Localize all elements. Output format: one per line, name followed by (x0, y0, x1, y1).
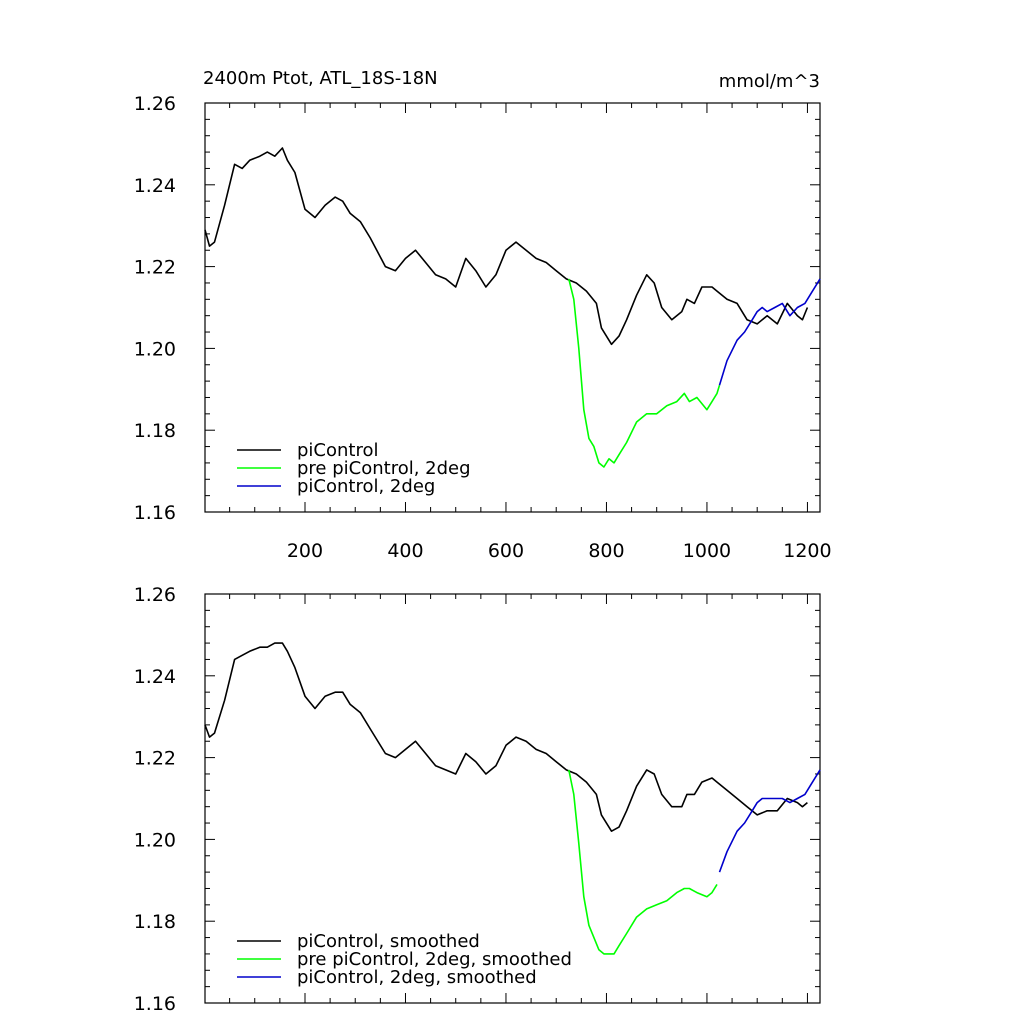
x-tick-label: 1200 (783, 540, 831, 562)
y-tick-label: 1.20 (134, 829, 176, 851)
legend-label: piControl, 2deg, smoothed (297, 967, 537, 988)
y-tick-label: 1.26 (134, 584, 176, 606)
x-tick-label: 600 (488, 540, 524, 562)
y-tick-label: 1.22 (134, 748, 176, 770)
legend-label: piControl, smoothed (297, 931, 480, 952)
legend-label: pre piControl, 2deg (297, 458, 471, 479)
series-line-1 (568, 278, 721, 468)
series-line-0 (204, 642, 808, 833)
plot-frame (204, 102, 821, 513)
units-label: mmol/m^3 (719, 71, 820, 92)
legend-label: pre piControl, 2deg, smoothed (297, 949, 572, 970)
y-tick-label: 1.24 (134, 666, 176, 688)
top-panel: 2400m Ptot, ATL_18S-18N mmol/m^3 1.16 1.1… (134, 68, 832, 562)
x-tick-label: 1000 (683, 540, 731, 562)
series-line-0 (204, 147, 809, 346)
y-tick-label: 1.20 (134, 338, 176, 360)
chart-title: 2400m Ptot, ATL_18S-18N (203, 68, 438, 89)
plot-frame (204, 593, 821, 1004)
legend-label: piControl, 2deg (297, 476, 435, 497)
y-tick-label: 1.16 (134, 502, 176, 524)
series-line-2 (718, 769, 821, 873)
series-line-2 (718, 278, 821, 386)
bottom-panel: 1.16 1.18 1.20 1.22 1.24 1.26 piControl, smoot… (134, 584, 821, 1015)
y-tick-label: 1.26 (134, 93, 176, 115)
y-tick-label: 1.24 (134, 175, 176, 197)
y-tick-label: 1.22 (134, 257, 176, 279)
legend-label: piControl (297, 440, 379, 461)
series-line-1 (568, 769, 718, 955)
y-tick-label: 1.16 (134, 993, 176, 1015)
y-tick-label: 1.18 (134, 911, 176, 933)
x-tick-label: 400 (387, 540, 423, 562)
x-tick-label: 200 (287, 540, 323, 562)
x-tick-label: 800 (588, 540, 624, 562)
y-tick-label: 1.18 (134, 420, 176, 442)
